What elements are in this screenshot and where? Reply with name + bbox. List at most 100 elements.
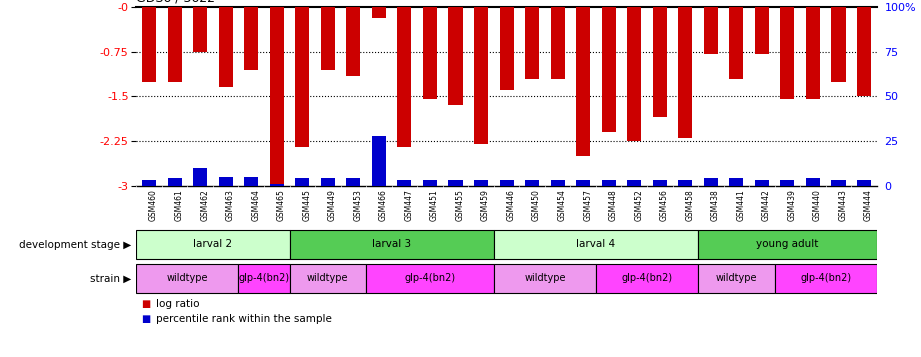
Text: GSM442: GSM442 xyxy=(762,189,771,221)
Bar xyxy=(499,7,514,90)
Text: GSM441: GSM441 xyxy=(737,189,745,221)
Bar xyxy=(832,7,845,81)
Bar xyxy=(397,180,412,186)
Bar xyxy=(142,180,156,186)
Text: GSM444: GSM444 xyxy=(864,189,873,221)
FancyBboxPatch shape xyxy=(775,264,877,293)
Text: glp-4(bn2): glp-4(bn2) xyxy=(404,273,456,283)
Text: GSM462: GSM462 xyxy=(200,189,209,221)
Bar xyxy=(678,180,693,186)
Bar xyxy=(168,7,181,81)
Bar xyxy=(577,180,590,186)
Text: GSM463: GSM463 xyxy=(226,189,235,221)
Bar xyxy=(397,7,412,147)
Bar xyxy=(193,7,207,52)
Bar xyxy=(321,7,335,70)
Text: strain ▶: strain ▶ xyxy=(90,273,132,283)
Text: GSM453: GSM453 xyxy=(354,189,362,221)
Text: GSM440: GSM440 xyxy=(813,189,822,221)
Bar xyxy=(627,180,641,186)
FancyBboxPatch shape xyxy=(698,264,775,293)
FancyBboxPatch shape xyxy=(136,230,289,259)
Bar xyxy=(372,136,386,186)
FancyBboxPatch shape xyxy=(136,264,239,293)
Bar xyxy=(449,180,462,186)
Bar xyxy=(218,177,233,186)
Text: GSM451: GSM451 xyxy=(430,189,439,221)
Text: GDS6 / 3622: GDS6 / 3622 xyxy=(136,0,216,5)
Bar xyxy=(296,7,309,147)
Text: glp-4(bn2): glp-4(bn2) xyxy=(800,273,851,283)
Bar xyxy=(653,180,667,186)
FancyBboxPatch shape xyxy=(289,264,367,293)
Bar xyxy=(168,178,181,186)
FancyBboxPatch shape xyxy=(494,230,698,259)
Text: GSM457: GSM457 xyxy=(583,189,592,221)
Text: GSM445: GSM445 xyxy=(302,189,311,221)
Text: GSM459: GSM459 xyxy=(481,189,490,221)
Text: GSM450: GSM450 xyxy=(532,189,541,221)
Text: GSM458: GSM458 xyxy=(685,189,694,221)
Bar xyxy=(704,178,717,186)
Text: GSM464: GSM464 xyxy=(251,189,261,221)
Bar xyxy=(449,7,462,105)
Bar xyxy=(525,180,539,186)
Bar xyxy=(678,7,693,138)
Bar xyxy=(296,178,309,186)
Bar xyxy=(244,7,258,70)
Text: GSM454: GSM454 xyxy=(557,189,566,221)
Bar xyxy=(857,7,871,96)
Bar xyxy=(244,177,258,186)
Text: development stage ▶: development stage ▶ xyxy=(19,240,132,250)
Bar xyxy=(857,180,871,186)
Bar xyxy=(474,7,488,144)
Text: glp-4(bn2): glp-4(bn2) xyxy=(239,273,289,283)
Text: GSM456: GSM456 xyxy=(659,189,669,221)
Text: GSM452: GSM452 xyxy=(635,189,643,221)
Text: GSM438: GSM438 xyxy=(711,189,720,221)
Text: wildtype: wildtype xyxy=(167,273,208,283)
Bar xyxy=(474,180,488,186)
FancyBboxPatch shape xyxy=(494,264,596,293)
Bar xyxy=(601,180,616,186)
FancyBboxPatch shape xyxy=(239,264,289,293)
Text: larval 4: larval 4 xyxy=(577,239,615,249)
Bar xyxy=(729,7,743,79)
Text: GSM461: GSM461 xyxy=(175,189,183,221)
Text: GSM465: GSM465 xyxy=(276,189,286,221)
FancyBboxPatch shape xyxy=(289,230,494,259)
Bar xyxy=(780,180,795,186)
Bar xyxy=(193,168,207,186)
Bar xyxy=(270,7,284,186)
Bar xyxy=(551,7,565,79)
Text: GSM449: GSM449 xyxy=(328,189,337,221)
Text: wildtype: wildtype xyxy=(307,273,348,283)
Text: GSM446: GSM446 xyxy=(507,189,516,221)
Bar xyxy=(755,180,769,186)
Bar xyxy=(346,7,360,76)
Bar xyxy=(321,178,335,186)
Bar xyxy=(372,7,386,18)
Bar xyxy=(423,7,437,99)
Text: ■: ■ xyxy=(141,299,150,310)
Text: ■: ■ xyxy=(141,314,150,324)
Text: larval 2: larval 2 xyxy=(193,239,232,249)
Text: GSM448: GSM448 xyxy=(609,189,618,221)
Text: young adult: young adult xyxy=(756,239,819,249)
FancyBboxPatch shape xyxy=(698,230,877,259)
Text: GSM447: GSM447 xyxy=(404,189,414,221)
Text: GSM439: GSM439 xyxy=(787,189,797,221)
Bar xyxy=(423,180,437,186)
Text: glp-4(bn2): glp-4(bn2) xyxy=(622,273,672,283)
Text: wildtype: wildtype xyxy=(716,273,757,283)
Bar xyxy=(525,7,539,79)
Text: GSM460: GSM460 xyxy=(149,189,158,221)
Text: log ratio: log ratio xyxy=(156,299,199,310)
FancyBboxPatch shape xyxy=(367,264,494,293)
Bar xyxy=(499,180,514,186)
Bar xyxy=(806,178,820,186)
Bar xyxy=(627,7,641,141)
Text: wildtype: wildtype xyxy=(524,273,565,283)
Bar xyxy=(832,180,845,186)
Bar xyxy=(780,7,795,99)
